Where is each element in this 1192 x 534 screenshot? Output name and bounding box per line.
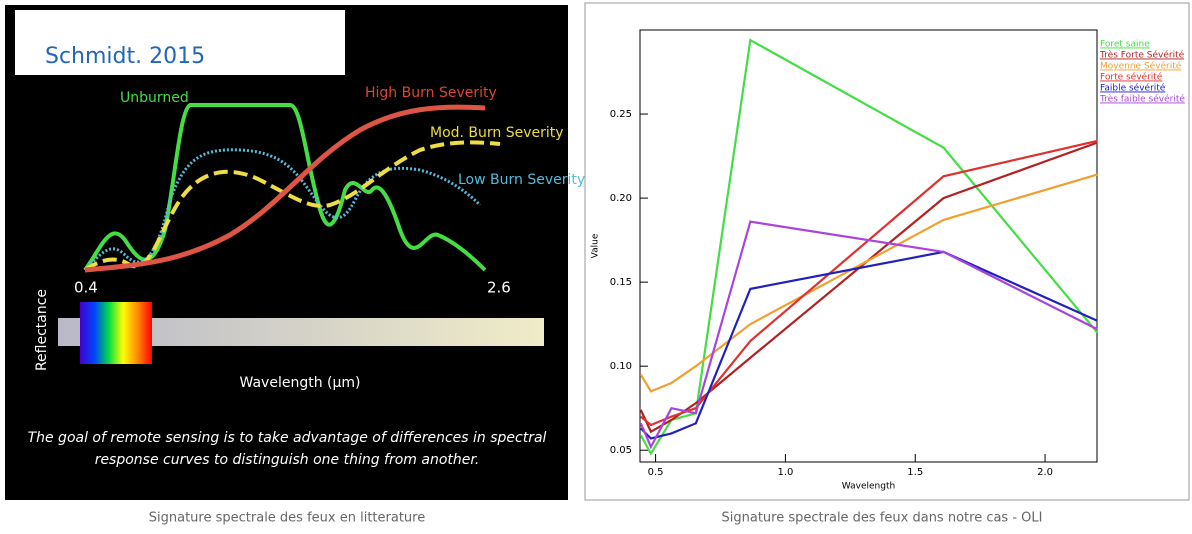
y-label: Reflectance (34, 289, 50, 371)
x-axis-label: Wavelength (842, 482, 895, 492)
legend-entry: Forte sévérité (1100, 72, 1163, 83)
curve-label: Unburned (120, 90, 189, 106)
legend-entry: Faible sévérité (1100, 83, 1166, 94)
x-tick-label: 0.5 (648, 467, 664, 478)
left-figure: Schmidt. 2015 Unburned High Burn Severit… (5, 5, 585, 500)
y-tick-label: 0.20 (610, 193, 632, 204)
y-tick-label: 0.10 (610, 361, 632, 372)
legend-entry: Très Forte Sévérité (1099, 50, 1185, 61)
y-tick-label: 0.05 (610, 445, 632, 456)
legend-entry: Foret saine (1100, 40, 1150, 50)
y-tick-label: 0.15 (610, 277, 632, 288)
x-start: 0.4 (74, 279, 98, 297)
curve-label: High Burn Severity (365, 85, 497, 101)
page: Schmidt. 2015 Unburned High Burn Severit… (0, 0, 1192, 530)
note: The goal of remote sensing is to take ad… (28, 430, 547, 446)
note: response curves to distinguish one thing… (95, 452, 480, 468)
caption: Signature spectrale des feux en litterat… (149, 511, 425, 526)
source: Schmidt. 2015 (45, 44, 205, 69)
x-label: Wavelength (µm) (240, 375, 361, 391)
curve-label: Low Burn Severity (458, 172, 585, 188)
legend-entry: Très faible sévérité (1099, 94, 1185, 105)
left-background (5, 5, 568, 500)
x-tick-label: 1.5 (907, 467, 923, 478)
x-tick-label: 2.0 (1037, 467, 1053, 478)
spectrum (80, 302, 152, 364)
caption: Signature spectrale des feux dans notre … (722, 511, 1043, 526)
y-axis-label: Value (591, 233, 601, 258)
x-tick-label: 1.0 (777, 467, 793, 478)
curve-label: Mod. Burn Severity (430, 125, 564, 141)
y-tick-label: 0.25 (610, 109, 632, 120)
legend-entry: Moyenne Sévérité (1100, 61, 1182, 72)
x-end: 2.6 (487, 279, 511, 297)
